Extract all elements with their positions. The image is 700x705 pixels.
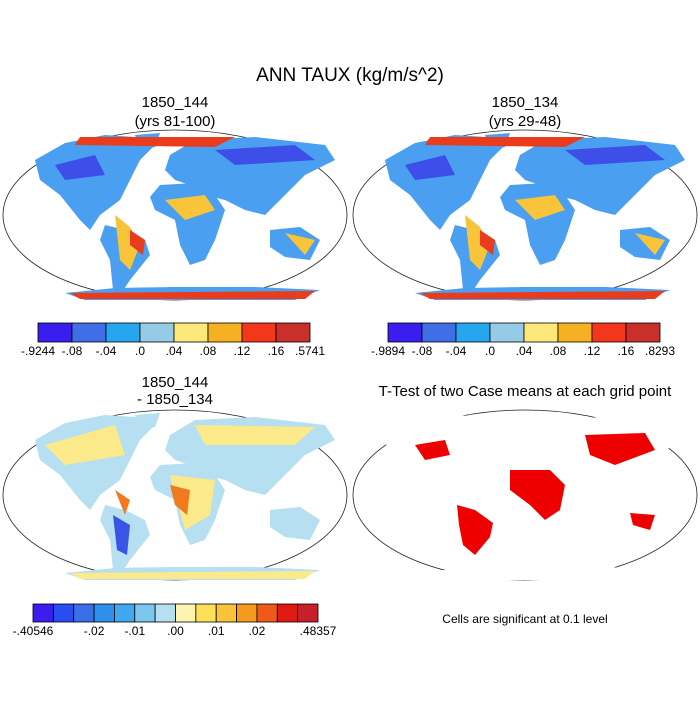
colorbar-box: [37, 322, 73, 343]
colorbar-label: .0: [485, 344, 495, 358]
colorbar-box: [175, 603, 197, 623]
panel-title: 1850_134: [492, 94, 559, 111]
map: [352, 129, 698, 301]
colorbar-label: .16: [618, 344, 635, 358]
colorbar-label: .01: [208, 624, 225, 638]
map: [352, 409, 698, 581]
panel-subtitle: - 1850_134: [137, 391, 213, 408]
colorbar-label: -.04: [96, 344, 117, 358]
colorbar-label: -.08: [62, 344, 83, 358]
colorbar-label: -.9244: [21, 344, 55, 358]
colorbar-label: -.40546: [13, 624, 54, 638]
colorbar-label: .00: [167, 624, 184, 638]
colorbar-label: .02: [249, 624, 266, 638]
colorbar-box: [173, 322, 209, 343]
colorbar-label: .12: [234, 344, 251, 358]
panel-subtitle: (yrs 81-100): [135, 113, 216, 130]
panel-title: T-Test of two Case means at each grid po…: [379, 383, 672, 400]
colorbar-box: [236, 603, 258, 623]
colorbar-box: [241, 322, 277, 343]
colorbar-label: .08: [200, 344, 217, 358]
colorbar-label: .04: [166, 344, 183, 358]
colorbar-box: [455, 322, 491, 343]
colorbar-box: [207, 322, 243, 343]
colorbar-box: [215, 603, 237, 623]
map: [2, 129, 348, 301]
colorbar-label: .08: [550, 344, 567, 358]
colorbar-label: -.04: [446, 344, 467, 358]
colorbar-box: [114, 603, 136, 623]
colorbar-box: [52, 603, 75, 623]
colorbar-box: [139, 322, 175, 343]
panel-title: 1850_144: [142, 374, 209, 391]
colorbar-label: .12: [584, 344, 601, 358]
colorbar-box: [275, 322, 311, 343]
colorbar-box: [32, 603, 54, 623]
colorbar-box: [71, 322, 107, 343]
colorbar-box: [195, 603, 217, 623]
colorbar-box: [134, 603, 156, 623]
colorbar-label: -.9894: [371, 344, 405, 358]
figure-title: ANN TAUX (kg/m/s^2): [256, 65, 444, 86]
colorbar-box: [421, 322, 457, 343]
colorbar-box: [297, 603, 319, 623]
map: [2, 409, 348, 581]
colorbar-box: [591, 322, 627, 343]
colorbar-box: [154, 603, 176, 623]
panel-title: 1850_144: [142, 94, 209, 111]
colorbar-box: [489, 322, 525, 343]
colorbar-label: -.02: [84, 624, 105, 638]
colorbar-label: .5741: [295, 344, 325, 358]
colorbar-label: .04: [516, 344, 533, 358]
colorbar-box: [256, 603, 278, 623]
colorbar-box: [523, 322, 559, 343]
colorbar-box: [625, 322, 661, 343]
colorbar-label: .16: [268, 344, 285, 358]
colorbar-box: [387, 322, 423, 343]
panel-subtitle: (yrs 29-48): [489, 113, 562, 130]
colorbar-box: [93, 603, 115, 623]
colorbar-label: .0: [135, 344, 145, 358]
colorbar-label: .8293: [645, 344, 675, 358]
colorbar-label: -.08: [412, 344, 433, 358]
colorbar-box: [276, 603, 299, 623]
colorbar-label: -.01: [124, 624, 145, 638]
colorbar-label: .48357: [300, 624, 337, 638]
colorbar-box: [557, 322, 593, 343]
colorbar-box: [105, 322, 141, 343]
panel-note: Cells are significant at 0.1 level: [442, 612, 607, 626]
colorbar-box: [73, 603, 95, 623]
